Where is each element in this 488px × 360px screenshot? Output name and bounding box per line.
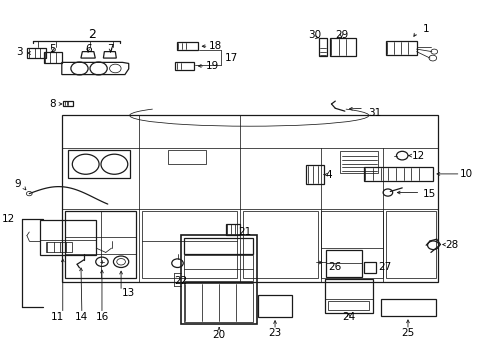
Bar — [176, 42, 198, 50]
Bar — [183, 283, 252, 322]
Text: 31: 31 — [367, 108, 380, 118]
Bar — [67, 150, 129, 178]
Bar — [380, 299, 435, 316]
Bar — [62, 101, 73, 107]
Text: 13: 13 — [122, 288, 135, 298]
Bar — [43, 52, 61, 63]
Bar — [318, 39, 326, 56]
Text: 12: 12 — [411, 150, 424, 161]
Text: 16: 16 — [95, 312, 108, 322]
Text: 24: 24 — [342, 312, 355, 322]
Text: 3: 3 — [16, 46, 22, 57]
Bar — [320, 211, 382, 278]
Bar — [327, 301, 368, 310]
Text: 30: 30 — [308, 30, 321, 40]
Text: 17: 17 — [224, 53, 237, 63]
Bar — [305, 165, 323, 184]
Text: 25: 25 — [401, 328, 414, 338]
Text: 22: 22 — [173, 276, 187, 286]
Text: 9: 9 — [14, 179, 20, 189]
Text: 5: 5 — [49, 44, 56, 54]
Text: 18: 18 — [208, 41, 222, 51]
Bar — [27, 48, 46, 58]
Bar — [329, 38, 355, 56]
Bar — [257, 296, 292, 317]
Text: 15: 15 — [422, 189, 435, 199]
Bar — [183, 238, 252, 253]
Text: 20: 20 — [212, 330, 225, 340]
Text: 1: 1 — [422, 24, 428, 35]
Text: 23: 23 — [268, 328, 281, 338]
Text: 21: 21 — [238, 227, 251, 237]
Text: 29: 29 — [334, 30, 347, 40]
Bar — [324, 279, 372, 313]
Bar — [385, 211, 435, 278]
Bar — [226, 224, 239, 234]
Bar — [385, 41, 416, 55]
Text: 11: 11 — [50, 312, 63, 322]
Bar — [142, 211, 237, 278]
Text: 10: 10 — [459, 169, 472, 179]
Bar — [181, 235, 256, 324]
Bar — [175, 62, 194, 69]
Text: 28: 28 — [445, 239, 458, 249]
Bar — [46, 242, 72, 252]
Text: 8: 8 — [49, 99, 56, 109]
Bar — [363, 167, 432, 181]
Bar — [325, 250, 361, 277]
Text: 4: 4 — [325, 170, 332, 180]
Text: 12: 12 — [1, 215, 15, 224]
Text: 14: 14 — [75, 312, 88, 322]
Bar — [40, 220, 96, 255]
Text: 7: 7 — [107, 45, 114, 54]
Bar — [65, 211, 136, 278]
Bar — [167, 149, 206, 164]
Bar — [363, 262, 375, 273]
Text: 2: 2 — [88, 28, 96, 41]
Bar — [339, 150, 378, 173]
Bar — [243, 211, 317, 278]
Text: 27: 27 — [378, 262, 391, 272]
Text: 19: 19 — [206, 61, 219, 71]
Bar — [183, 255, 252, 281]
Bar — [61, 116, 437, 282]
Text: 26: 26 — [328, 262, 341, 272]
Text: 6: 6 — [84, 45, 91, 54]
